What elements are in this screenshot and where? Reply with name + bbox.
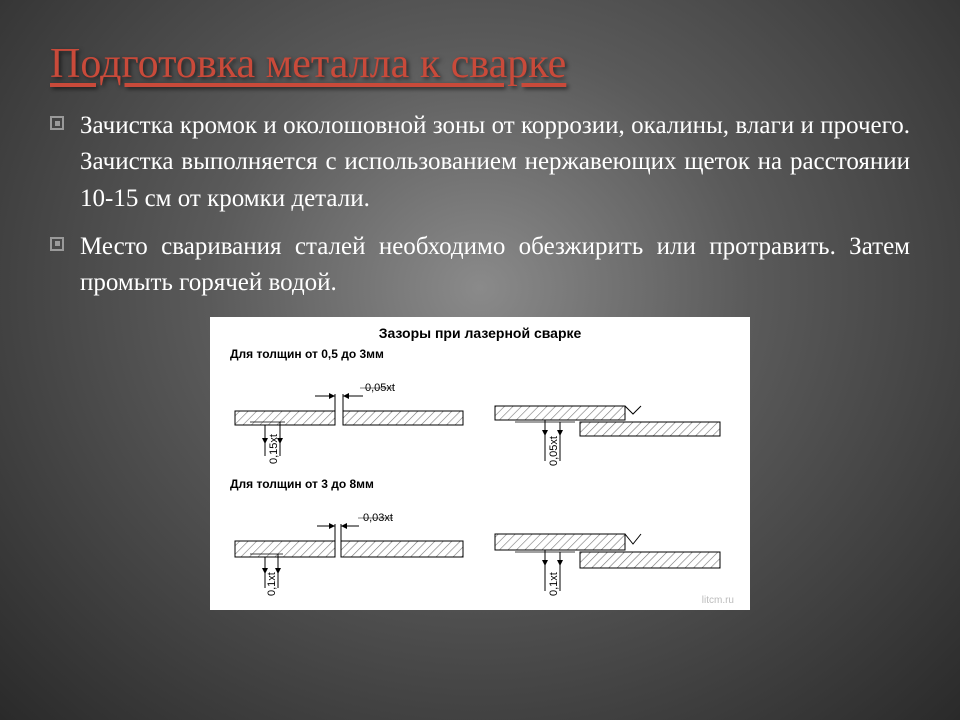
diagram-title: Зазоры при лазерной сварке bbox=[220, 325, 740, 341]
diagram-row: 0,05xt 0,15xt bbox=[220, 363, 740, 473]
under-label: 0,15xt bbox=[268, 434, 280, 464]
bullet-item: Зачистка кромок и околошовной зоны от ко… bbox=[50, 108, 910, 217]
diagram: Зазоры при лазерной сварке Для толщин от… bbox=[210, 317, 750, 610]
bullet-text: Место сваривания сталей необходимо обезж… bbox=[80, 233, 910, 296]
diagram-row: 0,03xt 0,1xt bbox=[220, 493, 740, 603]
bullet-icon bbox=[50, 237, 64, 251]
gap-label: 0,05xt bbox=[548, 436, 560, 466]
butt-joint-thin: 0,05xt 0,15xt bbox=[225, 366, 475, 471]
section-label: Для толщин от 3 до 8мм bbox=[230, 477, 740, 491]
under-label: 0,1xt bbox=[266, 572, 278, 596]
lap-joint-thick: 0,1xt bbox=[485, 496, 735, 601]
slide-title: Подготовка металла к сварке bbox=[50, 40, 910, 88]
butt-joint-thick: 0,03xt 0,1xt bbox=[225, 496, 475, 601]
bullet-list: Зачистка кромок и околошовной зоны от ко… bbox=[50, 108, 910, 301]
bullet-item: Место сваривания сталей необходимо обезж… bbox=[50, 229, 910, 302]
lap-joint-thin: 0,05xt bbox=[485, 366, 735, 471]
bullet-icon bbox=[50, 116, 64, 130]
section-label: Для толщин от 0,5 до 3мм bbox=[230, 347, 740, 361]
gap-label: 0,1xt bbox=[548, 572, 560, 596]
bullet-text: Зачистка кромок и околошовной зоны от ко… bbox=[80, 112, 910, 212]
